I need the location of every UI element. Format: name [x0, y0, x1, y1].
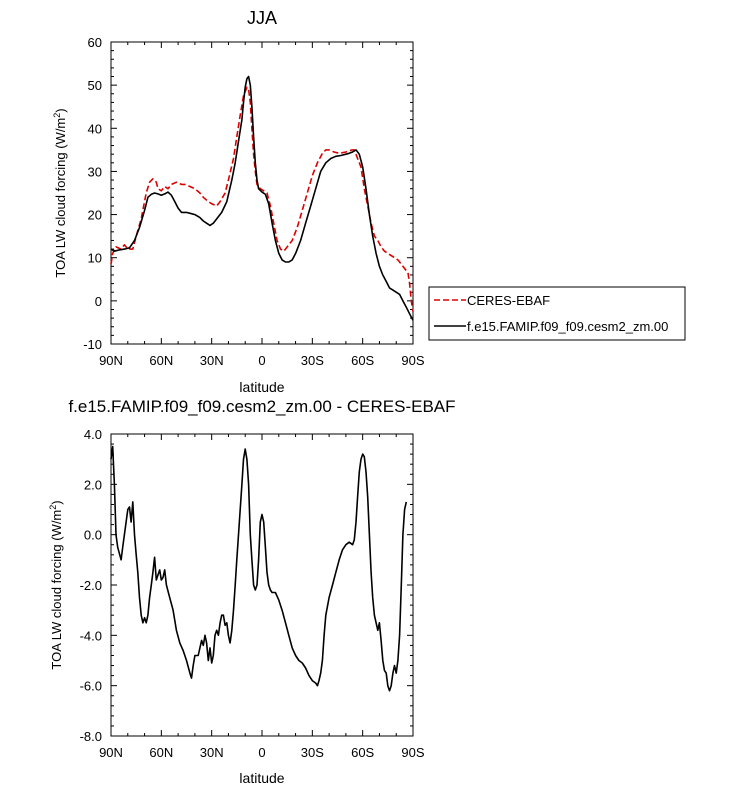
bottom-x-tick-labels: 90N 60N 30N 0 30S 60S 90S — [99, 745, 425, 760]
bottom-chart-title: f.e15.FAMIP.f09_f09.cesm2_zm.00 - CERES-… — [68, 397, 455, 416]
y-tick-label: 60 — [88, 35, 102, 50]
series-line-f-e15-famip-f09-f09-cesm2-zm-00 — [110, 75, 414, 321]
y-tick-label: 0.0 — [84, 528, 102, 543]
series-line-ceres-ebaf — [110, 86, 414, 312]
y-tick-label: 0 — [95, 294, 102, 309]
series-line-difference — [110, 445, 408, 692]
top-chart: JJA -10 0 10 20 30 40 50 60 90N 60N 30N 0 30S 60S 90S… — [52, 8, 686, 395]
x-tick-label: 90S — [401, 353, 424, 368]
top-x-tick-labels: 90N 60N 30N 0 30S 60S 90S — [99, 353, 425, 368]
x-tick-label: 60N — [149, 745, 173, 760]
y-tick-label: -10 — [83, 337, 102, 352]
x-tick-label: 60S — [351, 745, 374, 760]
bottom-y-axis-label: TOA LW cloud forcing (W/m2) — [48, 500, 64, 669]
y-tick-label: 30 — [88, 164, 102, 179]
y-tick-label: -6.0 — [80, 679, 102, 694]
bottom-y-tick-labels: -8.0 -6.0 -4.0 -2.0 0.0 2.0 4.0 — [80, 427, 102, 744]
y-tick-label: 50 — [88, 78, 102, 93]
legend-label-ceres: CERES-EBAF — [467, 293, 550, 308]
y-tick-label: 10 — [88, 251, 102, 266]
x-tick-label: 30N — [200, 745, 224, 760]
bottom-x-axis-label: latitude — [239, 770, 284, 786]
bottom-series-lines — [110, 445, 408, 692]
y-tick-label: 40 — [88, 121, 102, 136]
legend-label-model: f.e15.FAMIP.f09_f09.cesm2_zm.00 — [467, 319, 668, 334]
bottom-chart: f.e15.FAMIP.f09_f09.cesm2_zm.00 - CERES-… — [48, 397, 456, 786]
legend-box — [428, 286, 686, 341]
top-x-axis-label: latitude — [239, 379, 284, 395]
x-tick-label: 60S — [351, 353, 374, 368]
y-tick-label: 2.0 — [84, 477, 102, 492]
legend: CERES-EBAF f.e15.FAMIP.f09_f09.cesm2_zm.… — [428, 286, 686, 341]
top-series-lines — [110, 75, 414, 321]
y-tick-label: -8.0 — [80, 729, 102, 744]
top-y-tick-labels: -10 0 10 20 30 40 50 60 — [83, 35, 102, 352]
bottom-ticks — [110, 433, 414, 737]
x-tick-label: 60N — [149, 353, 173, 368]
x-tick-label: 30S — [301, 745, 324, 760]
bottom-plot-frame — [110, 433, 414, 737]
x-tick-label: 30N — [200, 353, 224, 368]
x-tick-label: 0 — [258, 353, 265, 368]
y-tick-label: -2.0 — [80, 578, 102, 593]
x-tick-label: 90S — [401, 745, 424, 760]
x-tick-label: 30S — [301, 353, 324, 368]
top-chart-title: JJA — [247, 8, 277, 28]
x-tick-label: 0 — [258, 745, 265, 760]
y-tick-label: -4.0 — [80, 628, 102, 643]
y-tick-label: 4.0 — [84, 427, 102, 442]
top-y-axis-label: TOA LW cloud forcing (W/m2) — [52, 108, 68, 277]
y-tick-label: 20 — [88, 208, 102, 223]
x-tick-label: 90N — [99, 745, 123, 760]
x-tick-label: 90N — [99, 353, 123, 368]
